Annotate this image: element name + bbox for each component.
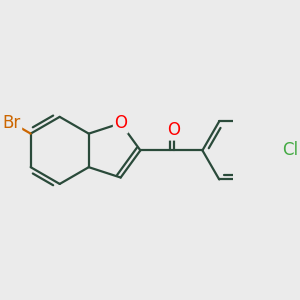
Text: Cl: Cl: [282, 141, 298, 159]
Text: O: O: [167, 121, 180, 139]
Text: Br: Br: [3, 114, 21, 132]
Text: O: O: [114, 114, 127, 132]
